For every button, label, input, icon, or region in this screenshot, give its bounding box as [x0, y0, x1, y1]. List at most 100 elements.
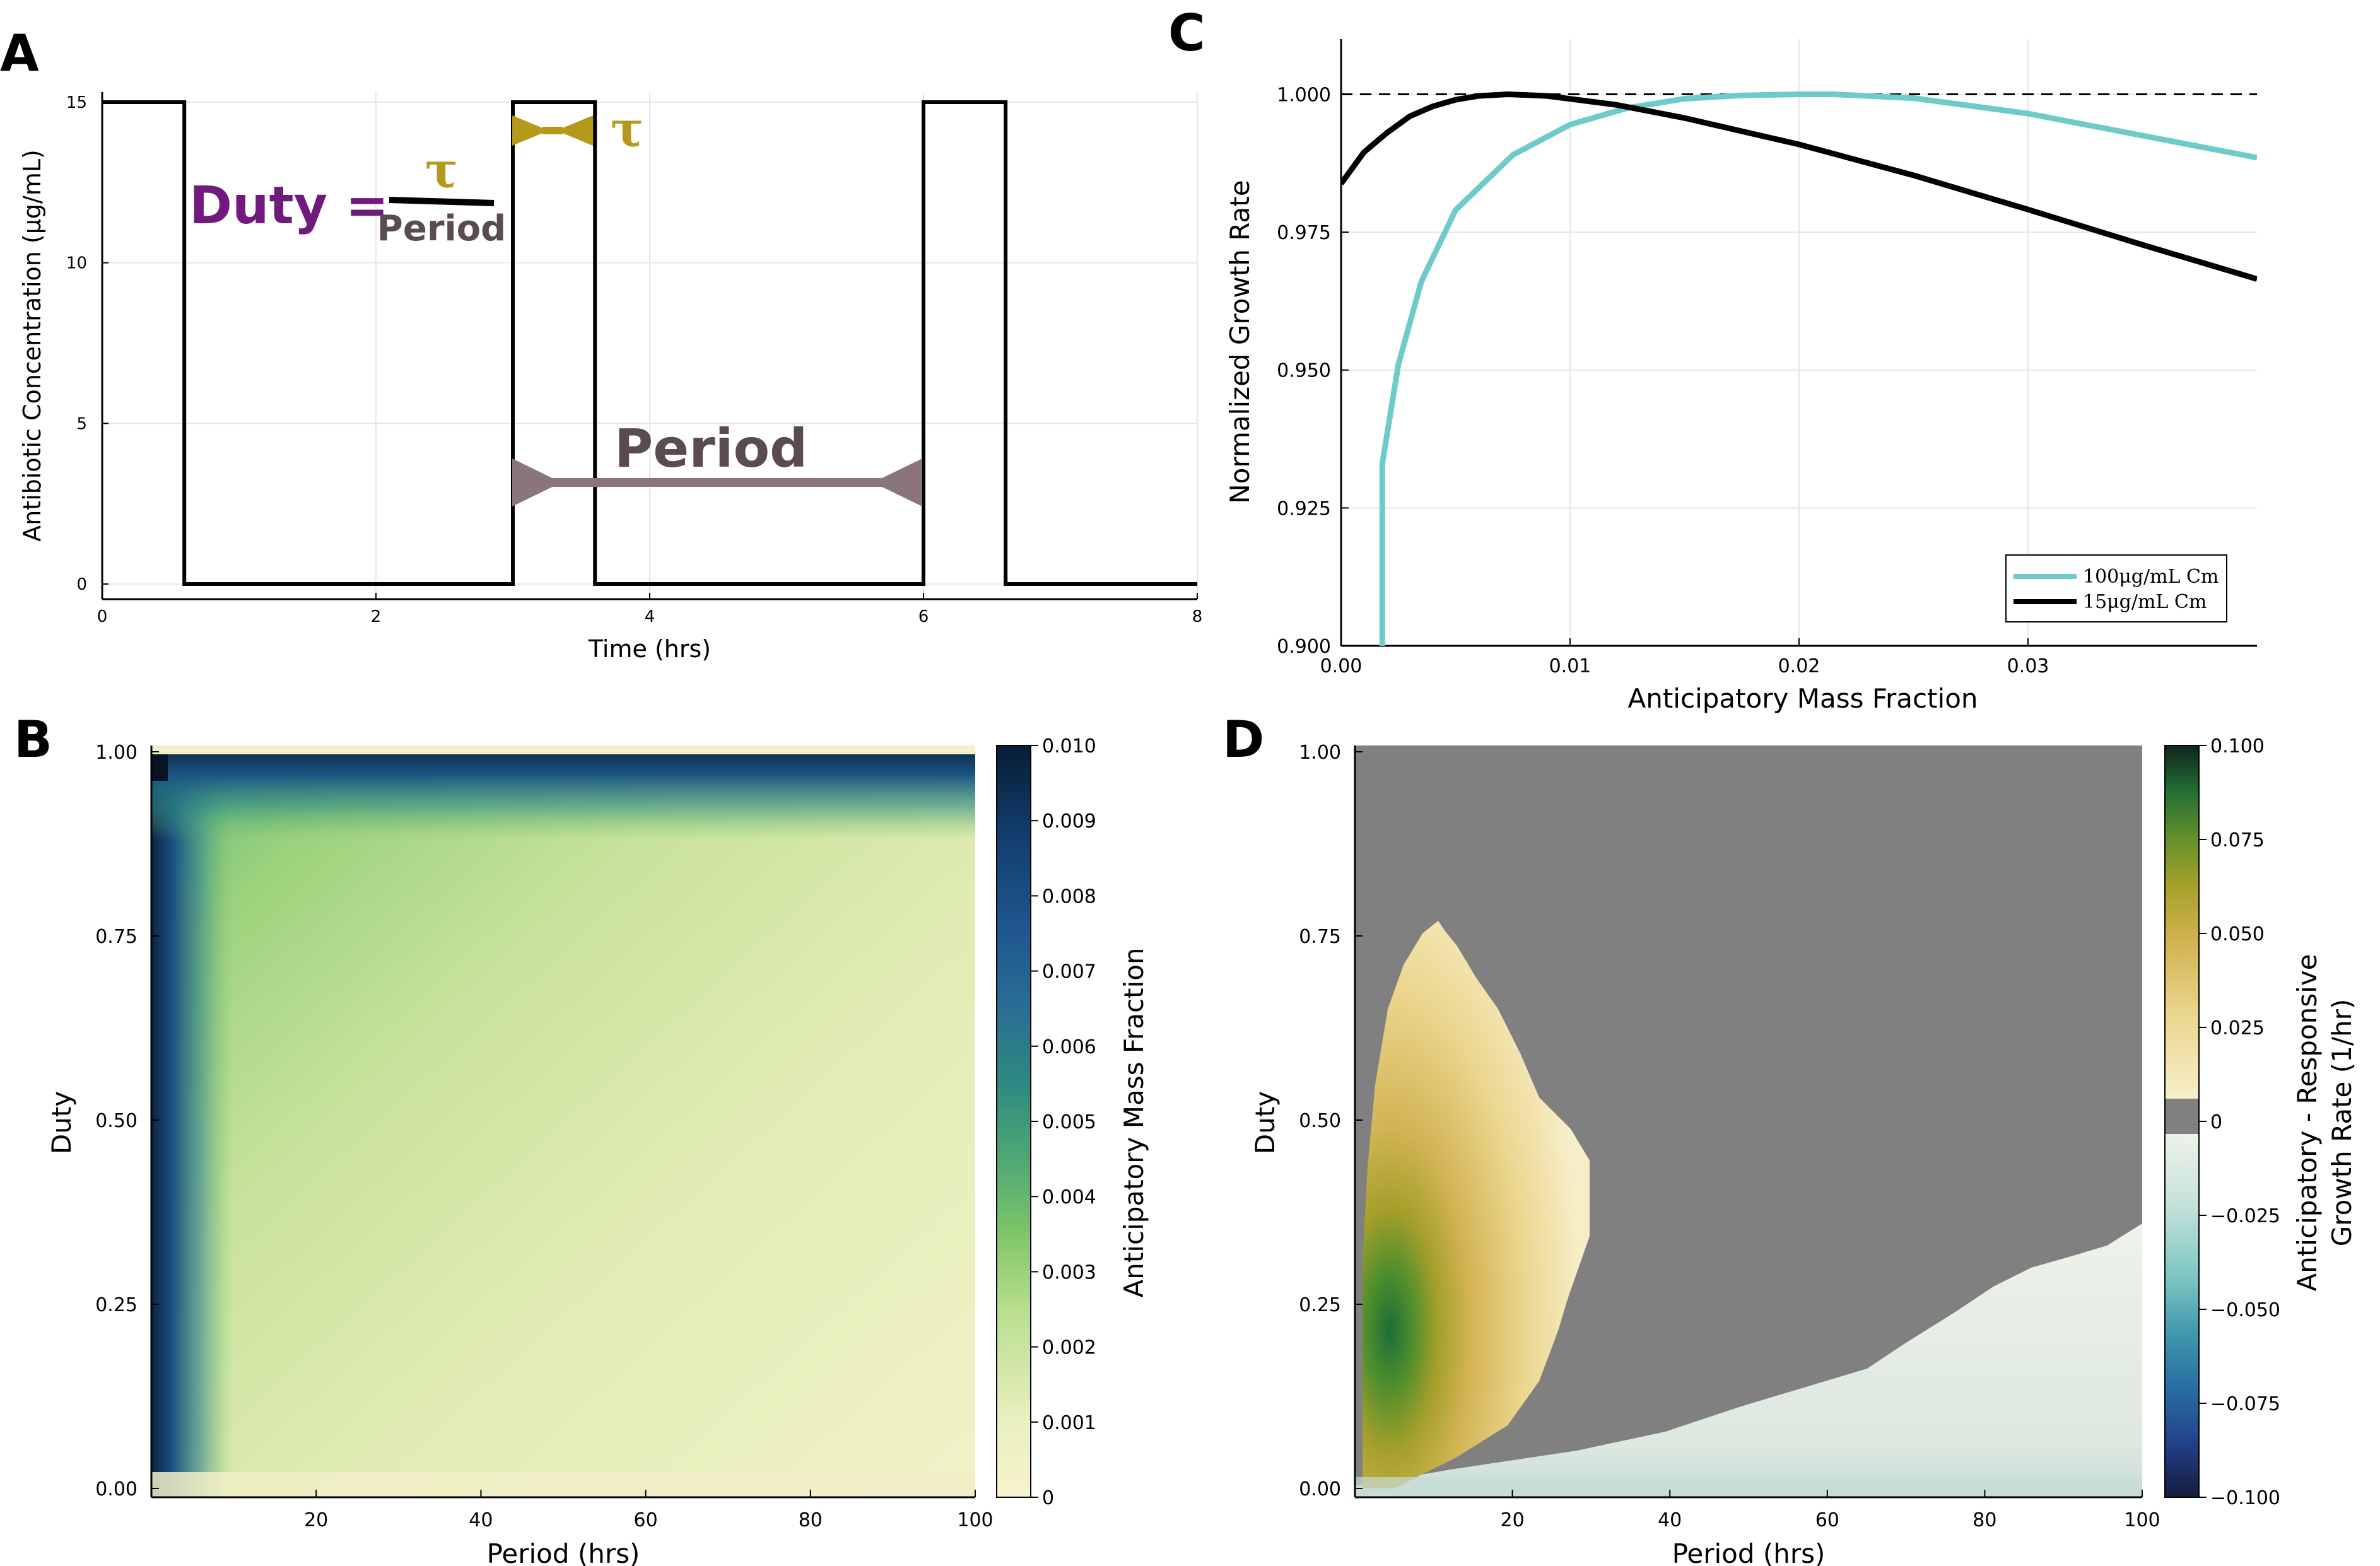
- legend-entry-15-cm: 15μg/mL Cm: [2083, 591, 2207, 613]
- colorbar-d-zero: [2165, 1099, 2199, 1134]
- x-axis-label: Time (hrs): [588, 635, 711, 663]
- heatmap-fill: [151, 745, 975, 1497]
- colorbar-tick-label: 0.005: [1042, 1111, 1096, 1133]
- colorbar-tick-label: 0.100: [2210, 735, 2265, 757]
- x-axis-label: Anticipatory Mass Fraction: [1627, 683, 1978, 714]
- x-tick-label: 0.01: [1549, 655, 1592, 677]
- y-axis-label: Duty: [1250, 1091, 1281, 1154]
- x-ticks: 20 40 60 80 100: [304, 1490, 994, 1531]
- x-tick-label: 80: [1973, 1509, 1996, 1531]
- colorbar-label: Anticipatory Mass Fraction: [1118, 947, 1149, 1297]
- tau-arrow-right: [556, 115, 593, 146]
- panel-c: C 0.00 0.01 0.02 0.03 0.900 0.925 0.950 0.975 1…: [1168, 4, 2257, 714]
- panel-a: A 0 2 4 6 8 0 5 10 15 Time (hrs) Antibiotic Con…: [0, 24, 1202, 663]
- panel-label-c: C: [1168, 4, 1205, 62]
- panel-label-a: A: [0, 24, 39, 83]
- heatmap-top-band: [151, 745, 975, 840]
- period-arrow-shaft: [542, 478, 896, 487]
- heatmap-positive-region: [1363, 921, 1590, 1488]
- x-axis-label: Period (hrs): [1672, 1538, 1826, 1566]
- colorbar-b: [996, 745, 1031, 1498]
- x-tick-label: 0.03: [2007, 655, 2049, 677]
- colorbar-tick-label: 0.010: [1042, 735, 1096, 757]
- colorbar-tick-label: 0.001: [1042, 1412, 1096, 1434]
- colorbar-tick-label: 0.009: [1042, 810, 1096, 833]
- y-tick-label: 0.900: [1277, 636, 1331, 658]
- period-denominator: Period: [377, 208, 506, 249]
- x-tick-label: 80: [799, 1509, 823, 1531]
- y-axis-label: Normalized Growth Rate: [1224, 180, 1255, 503]
- heatmap-edges: [151, 745, 975, 1497]
- y-tick-label: 0: [76, 575, 87, 594]
- colorbar-tick-label: 0.006: [1042, 1036, 1096, 1058]
- x-tick-label: 0.02: [1778, 655, 1820, 677]
- colorbar-tick-label: 0.004: [1042, 1186, 1096, 1208]
- y-ticks: 0 5 10 15: [66, 93, 108, 594]
- colorbar-tick-label: −0.050: [2210, 1299, 2280, 1321]
- y-ticks: 0.00 0.25 0.50 0.75 1.00: [1299, 742, 1363, 1500]
- x-ticks: 20 40 60 80 100: [1501, 1490, 2160, 1531]
- period-label: Period: [614, 418, 808, 479]
- heatmap-left-band: [151, 745, 233, 1497]
- x-ticks: 0.00 0.01 0.02 0.03: [1320, 638, 2049, 677]
- x-tick-label: 8: [1192, 607, 1203, 626]
- y-tick-label: 0.925: [1277, 498, 1331, 520]
- x-tick-label: 20: [1501, 1509, 1525, 1531]
- x-tick-label: 60: [634, 1509, 658, 1531]
- x-tick-label: 100: [2124, 1509, 2160, 1531]
- x-tick-label: 40: [1658, 1509, 1682, 1531]
- grid: [102, 92, 1198, 599]
- panel-b: B: [14, 710, 1149, 1566]
- series-line-15-cm: [1341, 91, 2257, 282]
- y-tick-label: 0.975: [1277, 222, 1331, 244]
- colorbar-tick-label: 0.002: [1042, 1337, 1096, 1359]
- x-tick-label: 40: [469, 1509, 493, 1531]
- colorbar-tick-label: 0.025: [2210, 1017, 2265, 1039]
- y-tick-label: 0.00: [1299, 1478, 1341, 1500]
- colorbar-label-line-1: Anticipatory - Responsive: [2292, 954, 2323, 1291]
- colorbar-tick-label: 0.050: [2210, 923, 2265, 945]
- colorbar-d-positive: [2165, 745, 2199, 1099]
- heatmap-bottom-edge: [151, 1472, 975, 1497]
- y-tick-label: 0.75: [1299, 926, 1341, 948]
- colorbar-tick-label: 0.075: [2210, 829, 2265, 851]
- colorbar-tick-label: 0: [2210, 1111, 2222, 1133]
- y-ticks: 0.900 0.925 0.950 0.975 1.000: [1277, 84, 1349, 658]
- axes: [1354, 745, 2142, 1499]
- tau-arrow-left: [512, 115, 549, 146]
- heatmap: [1355, 745, 2142, 1497]
- series-line-100-cm: [1379, 91, 2257, 646]
- heatmap-top-edge: [151, 745, 975, 754]
- x-tick-label: 0: [97, 607, 108, 626]
- y-tick-label: 1.00: [1299, 742, 1341, 764]
- tau-arrow-shaft: [542, 127, 563, 134]
- x-tick-label: 4: [645, 607, 655, 626]
- colorbar-tick-label: 0.003: [1042, 1261, 1096, 1283]
- colorbar-ticks: 0.010 0.009 0.008 0.007 0.006 0.005 0.004 0.003…: [1031, 735, 1096, 1509]
- legend: 100μg/mL Cm 15μg/mL Cm: [2005, 554, 2227, 622]
- duty-annotation: Duty =: [189, 176, 389, 236]
- y-ticks: 0.00 0.25 0.50 0.75 1.00: [95, 742, 159, 1500]
- fraction-bar: [389, 197, 495, 206]
- heatmap-corner: [151, 754, 168, 781]
- y-axis-label: Antibiotic Concentration (μg/mL): [18, 149, 46, 542]
- tau-numerator: τ: [425, 142, 458, 199]
- x-tick-label: 100: [957, 1509, 993, 1531]
- x-tick-label: 2: [371, 607, 382, 626]
- y-tick-label: 0.950: [1277, 360, 1331, 382]
- y-tick-label: 0.75: [95, 926, 138, 948]
- y-tick-label: 1.00: [95, 742, 138, 764]
- x-tick-label: 60: [1815, 1509, 1839, 1531]
- x-tick-label: 0.00: [1320, 655, 1363, 677]
- x-axis-label: Period (hrs): [487, 1538, 640, 1566]
- y-tick-label: 0.50: [1299, 1110, 1341, 1132]
- period-arrow-left: [512, 459, 561, 506]
- colorbar-tick-label: −0.025: [2210, 1205, 2280, 1227]
- series-line-concentration: [102, 100, 1197, 586]
- colorbar-tick-label: 0.007: [1042, 961, 1096, 983]
- y-tick-label: 15: [66, 93, 87, 112]
- legend-entry-100-cm: 100μg/mL Cm: [2083, 566, 2219, 588]
- y-tick-label: 0.00: [95, 1478, 138, 1500]
- heatmap-negative-region: [1355, 1224, 2142, 1497]
